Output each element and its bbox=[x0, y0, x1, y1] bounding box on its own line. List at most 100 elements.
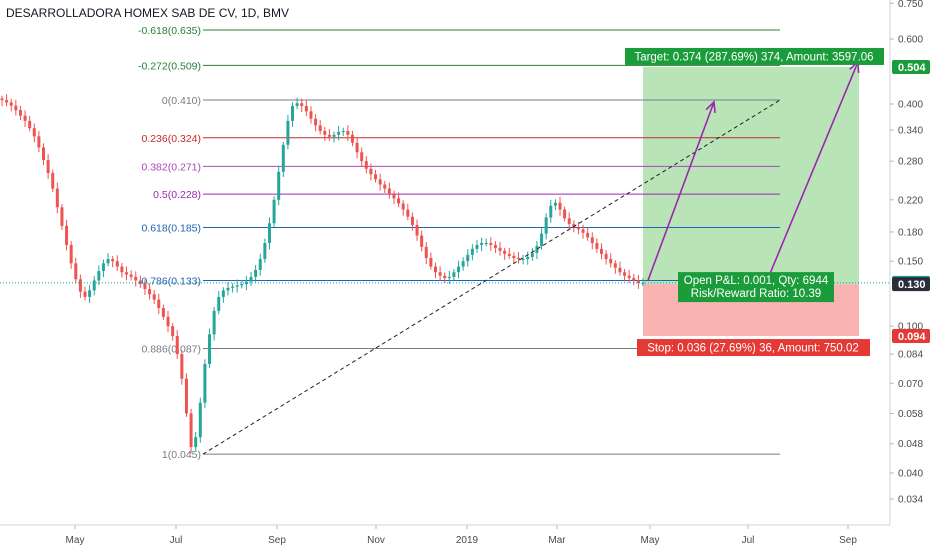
candle-body-42 bbox=[194, 437, 198, 448]
time-tick-label-7: Jul bbox=[742, 535, 755, 546]
candle-body-64 bbox=[295, 103, 299, 107]
candle-body-49 bbox=[226, 287, 230, 291]
candle-body-22 bbox=[101, 263, 105, 272]
candle-body-90 bbox=[415, 224, 419, 236]
candle-body-16 bbox=[74, 263, 78, 280]
candle-body-83 bbox=[383, 184, 387, 189]
fib-label-5: 0.5(0.228) bbox=[153, 189, 201, 201]
candle-body-40 bbox=[184, 378, 188, 414]
arrow-1-head bbox=[705, 100, 716, 114]
price-tick-label-13: 0.040 bbox=[898, 468, 923, 479]
candle-body-25 bbox=[115, 261, 119, 267]
candle-body-84 bbox=[387, 188, 391, 194]
candle-body-81 bbox=[374, 174, 378, 180]
candle-body-37 bbox=[171, 326, 175, 337]
candle-body-20 bbox=[92, 280, 96, 291]
candle-body-29 bbox=[134, 276, 138, 281]
candle-body-134 bbox=[618, 267, 622, 273]
time-tick-label-6: May bbox=[641, 535, 660, 546]
price-tick-label-3: 0.340 bbox=[898, 126, 923, 137]
candle-body-6 bbox=[28, 120, 32, 129]
price-badge-0 bbox=[892, 59, 930, 74]
candle-body-98 bbox=[452, 272, 456, 277]
candle-body-124 bbox=[572, 224, 576, 228]
candle-body-128 bbox=[590, 237, 594, 244]
time-tick-label-4: 2019 bbox=[456, 535, 479, 546]
candle-body-93 bbox=[429, 257, 433, 267]
candle-body-118 bbox=[544, 217, 548, 234]
candle-body-80 bbox=[369, 168, 373, 175]
candle-body-99 bbox=[457, 266, 461, 273]
price-badge-label-2: 0.130 bbox=[898, 279, 926, 291]
candle-body-7 bbox=[32, 128, 36, 137]
candle-body-126 bbox=[581, 229, 585, 233]
candle-body-132 bbox=[609, 259, 613, 264]
time-tick-label-5: Mar bbox=[548, 535, 566, 546]
time-tick-label-2: Sep bbox=[268, 535, 286, 546]
candlestick-series bbox=[0, 94, 645, 454]
candle-body-104 bbox=[480, 243, 484, 245]
candle-body-2 bbox=[9, 102, 13, 106]
candle-body-11 bbox=[51, 173, 55, 189]
time-tick-label-8: Sep bbox=[839, 535, 857, 546]
candle-body-9 bbox=[42, 147, 46, 161]
candle-body-32 bbox=[148, 289, 152, 295]
candle-body-135 bbox=[623, 272, 627, 276]
candle-body-85 bbox=[392, 193, 396, 199]
candle-body-103 bbox=[475, 244, 479, 249]
candle-body-79 bbox=[364, 161, 368, 169]
candle-body-1 bbox=[5, 100, 9, 103]
candle-body-116 bbox=[535, 245, 539, 253]
candle-body-121 bbox=[558, 202, 562, 210]
candle-body-56 bbox=[258, 259, 262, 270]
candle-body-72 bbox=[332, 134, 336, 137]
candle-body-133 bbox=[613, 263, 617, 268]
target-text: Target: 0.374 (287.69%) 374, Amount: 359… bbox=[634, 51, 873, 63]
time-tick-label-0: May bbox=[66, 535, 85, 546]
candle-body-89 bbox=[410, 216, 414, 225]
candle-body-5 bbox=[23, 115, 27, 121]
arrow-2-shaft bbox=[762, 61, 859, 291]
candle-body-47 bbox=[217, 296, 221, 311]
profit-zone bbox=[643, 66, 859, 285]
candle-body-97 bbox=[447, 276, 451, 279]
fib-label-2: 0(0.410) bbox=[162, 95, 201, 107]
candle-body-30 bbox=[138, 280, 142, 285]
candle-body-107 bbox=[493, 244, 497, 248]
candle-body-113 bbox=[521, 259, 525, 261]
candle-body-111 bbox=[512, 255, 516, 258]
candle-body-101 bbox=[466, 254, 470, 262]
position-zones bbox=[643, 66, 859, 337]
candle-body-127 bbox=[586, 232, 590, 238]
candle-body-15 bbox=[69, 244, 73, 264]
candle-body-18 bbox=[83, 291, 87, 297]
price-tick-label-6: 0.180 bbox=[898, 227, 923, 238]
pnl-box bbox=[678, 272, 834, 303]
price-badge-3 bbox=[892, 329, 930, 344]
candle-body-35 bbox=[161, 307, 165, 317]
candle-body-92 bbox=[424, 246, 428, 258]
candle-body-75 bbox=[346, 130, 350, 135]
fib-label-0: -0.618(0.635) bbox=[138, 25, 201, 37]
price-tick-label-8: 0.100 bbox=[898, 322, 923, 333]
chart-title: DESARROLLADORA HOMEX SAB DE CV, 1D, BMV bbox=[6, 6, 289, 20]
pnl-text: Open P&L: 0.001, Qty: 6944 bbox=[684, 275, 829, 287]
candle-body-136 bbox=[627, 275, 631, 279]
candle-body-60 bbox=[277, 171, 281, 200]
candle-body-58 bbox=[267, 223, 271, 244]
price-badge-label-0: 0.504 bbox=[898, 62, 926, 74]
price-tick-label-5: 0.220 bbox=[898, 195, 923, 206]
price-tick-label-11: 0.058 bbox=[898, 409, 923, 420]
candle-body-94 bbox=[433, 266, 437, 273]
fib-label-6: 0.618(0.185) bbox=[141, 223, 201, 235]
candle-body-45 bbox=[208, 334, 212, 364]
candle-body-117 bbox=[540, 233, 544, 246]
candle-body-65 bbox=[300, 103, 304, 107]
time-tick-label-1: Jul bbox=[170, 535, 183, 546]
price-tick-label-7: 0.150 bbox=[898, 257, 923, 268]
candle-body-26 bbox=[120, 266, 124, 273]
candle-body-112 bbox=[516, 257, 520, 260]
candle-body-87 bbox=[401, 203, 405, 210]
